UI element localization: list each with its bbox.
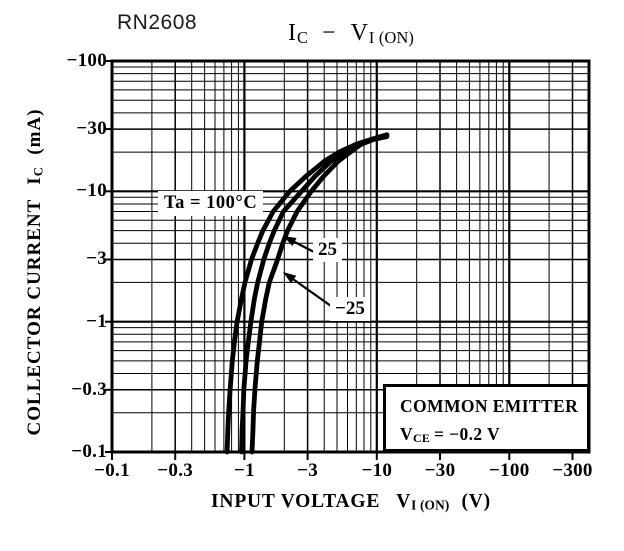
y-tick-label: −30 — [76, 118, 107, 140]
x-tick-label: −0.1 — [94, 460, 130, 481]
curve-label-ta-100c: Ta = 100°C — [158, 191, 264, 216]
title-x-subscript: I (ON) — [368, 27, 415, 47]
condition-symbol: V — [400, 424, 414, 444]
condition-box: COMMON EMITTER VCE = −0.2 V — [383, 384, 590, 452]
curve-label-minus-25c: −25 — [330, 297, 370, 321]
curve-label-25c: 25 — [313, 238, 342, 262]
x-axis-label-text: INPUT VOLTAGE — [211, 491, 381, 512]
y-tick-label: −100 — [66, 50, 107, 71]
chart-title: IC − VI (ON) — [112, 20, 590, 48]
x-axis-title: INPUT VOLTAGE VI (ON) (V) — [112, 491, 590, 513]
y-axis-symbol-subscript: C — [30, 166, 46, 177]
part-number: RN2608 — [117, 11, 198, 34]
title-x-symbol: V — [350, 20, 369, 46]
x-axis-unit: (V) — [461, 491, 491, 512]
y-tick-label: −0.1 — [71, 441, 107, 462]
y-axis-label-text: COLLECTOR CURRENT — [24, 198, 45, 436]
y-tick-label: −0.3 — [71, 378, 107, 400]
title-y-subscript: C — [296, 27, 309, 47]
x-tick-label: −3 — [297, 460, 319, 481]
x-tick-label: −1 — [233, 460, 255, 481]
title-separator: − — [322, 20, 337, 46]
x-tick-label: −10 — [361, 460, 393, 481]
condition-value: = −0.2 V — [433, 424, 501, 444]
x-axis-symbol-subscript: I (ON) — [411, 497, 450, 513]
title-y-symbol: I — [287, 20, 297, 46]
condition-line1: COMMON EMITTER — [400, 396, 579, 416]
y-tick-label: −10 — [76, 180, 107, 202]
y-axis-symbol: I — [24, 176, 45, 185]
y-axis-title: COLLECTOR CURRENT IC (mA) — [24, 62, 50, 482]
x-tick-label: −0.3 — [157, 460, 194, 481]
condition-line2: VCE = −0.2 V — [400, 420, 587, 448]
y-tick-label: −1 — [86, 310, 107, 332]
y-tick-label: −3 — [86, 248, 107, 270]
y-axis-unit: (mA) — [24, 108, 45, 155]
x-tick-label: −100 — [489, 460, 530, 481]
condition-symbol-subscript: CE — [413, 431, 430, 446]
x-tick-label: −30 — [424, 460, 456, 481]
x-axis-symbol: V — [396, 491, 412, 512]
x-tick-label: −300 — [552, 460, 593, 481]
